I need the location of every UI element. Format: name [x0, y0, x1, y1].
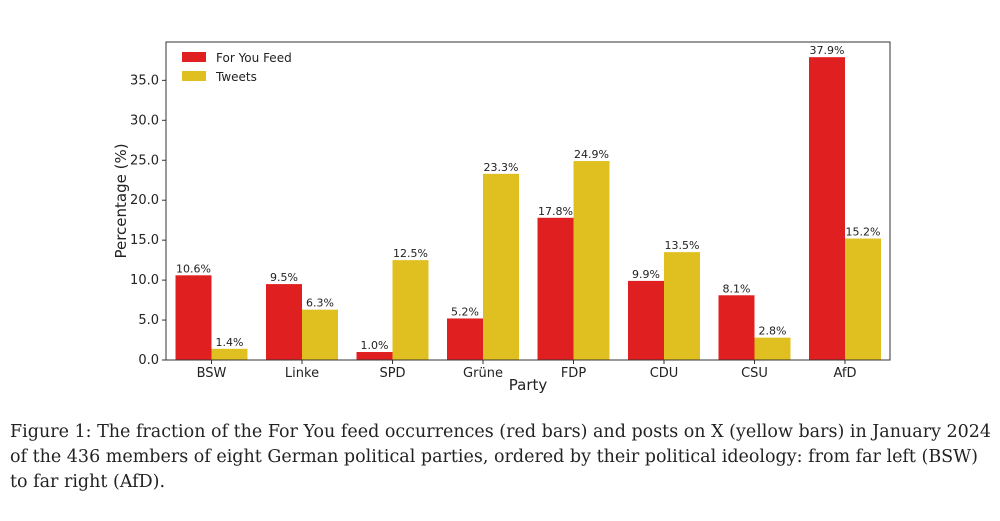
x-tick-label: AfD	[833, 366, 856, 381]
y-tick-label: 35.0	[130, 73, 159, 88]
data-label: 15.2%	[846, 226, 881, 239]
data-label: 5.2%	[451, 305, 479, 318]
data-label: 8.1%	[723, 282, 751, 295]
bar-for-you-feed	[356, 352, 393, 360]
y-tick-label: 30.0	[130, 113, 159, 128]
data-label: 1.4%	[216, 336, 244, 349]
bar-for-you-feed	[628, 280, 664, 360]
x-tick-label: BSW	[197, 366, 227, 381]
x-tick-label: CDU	[650, 366, 679, 381]
data-label: 24.9%	[574, 148, 609, 161]
data-label: 37.9%	[810, 44, 845, 57]
data-label: 23.3%	[484, 161, 519, 174]
bar-tweets	[483, 173, 519, 360]
y-axis-label: Percentage (%)	[112, 143, 130, 258]
figure-caption: Figure 1: The fraction of the For You fe…	[10, 422, 992, 492]
x-tick-label: Grüne	[463, 366, 503, 381]
data-label: 9.9%	[632, 268, 660, 281]
data-label: 9.5%	[270, 271, 298, 284]
legend-label-tweets: Tweets	[215, 70, 257, 84]
bar-tweets	[845, 238, 881, 360]
bar-for-you-feed	[718, 295, 755, 360]
bar-tweets	[211, 348, 248, 360]
bar-tweets	[573, 161, 610, 360]
x-tick-label: CSU	[741, 366, 768, 381]
bar-for-you-feed	[266, 284, 302, 360]
data-label: 6.3%	[306, 297, 334, 310]
legend-label-for-you-feed: For You Feed	[216, 51, 292, 65]
x-tick-label: Linke	[285, 366, 319, 381]
x-tick-label: FDP	[561, 366, 586, 381]
x-axis: BSW Linke SPD Grüne FDP CDU CSU AfD	[197, 360, 857, 381]
bar-for-you-feed	[447, 318, 483, 360]
data-label: 17.8%	[538, 205, 573, 218]
legend: For You Feed Tweets	[182, 51, 292, 84]
y-tick-label: 5.0	[138, 313, 159, 328]
plot-area: 10.6% 1.4% 9.5% 6.3% 1.0% 12.5% 5.2% 23.3% 17.8%…	[175, 44, 881, 360]
bar-tweets	[754, 337, 791, 360]
y-tick-label: 20.0	[130, 193, 159, 208]
bar-for-you-feed	[537, 217, 574, 360]
bar-for-you-feed	[809, 57, 845, 360]
y-tick-label: 10.0	[130, 273, 159, 288]
data-label: 10.6%	[176, 262, 211, 275]
bar-chart: 10.6% 1.4% 9.5% 6.3% 1.0% 12.5% 5.2% 23.3% 17.8%…	[112, 41, 891, 394]
data-label: 2.8%	[759, 325, 787, 338]
plot-frame	[165, 41, 891, 361]
legend-swatch-for-you-feed	[182, 52, 206, 62]
y-tick-label: 15.0	[130, 233, 159, 248]
bar-tweets	[302, 309, 338, 360]
legend-swatch-tweets	[182, 71, 206, 81]
bar-for-you-feed	[175, 275, 212, 360]
data-label: 1.0%	[361, 339, 389, 352]
y-tick-label: 0.0	[138, 353, 159, 368]
bar-tweets	[392, 260, 429, 360]
data-label: 12.5%	[393, 247, 428, 260]
y-axis: 0.0 5.0 10.0 15.0 20.0 25.0 30.0 35.0	[130, 73, 166, 368]
data-label: 13.5%	[665, 239, 700, 252]
bar-tweets	[664, 252, 700, 360]
y-tick-label: 25.0	[130, 153, 159, 168]
x-tick-label: SPD	[379, 366, 405, 381]
x-axis-label: Party	[509, 376, 548, 394]
